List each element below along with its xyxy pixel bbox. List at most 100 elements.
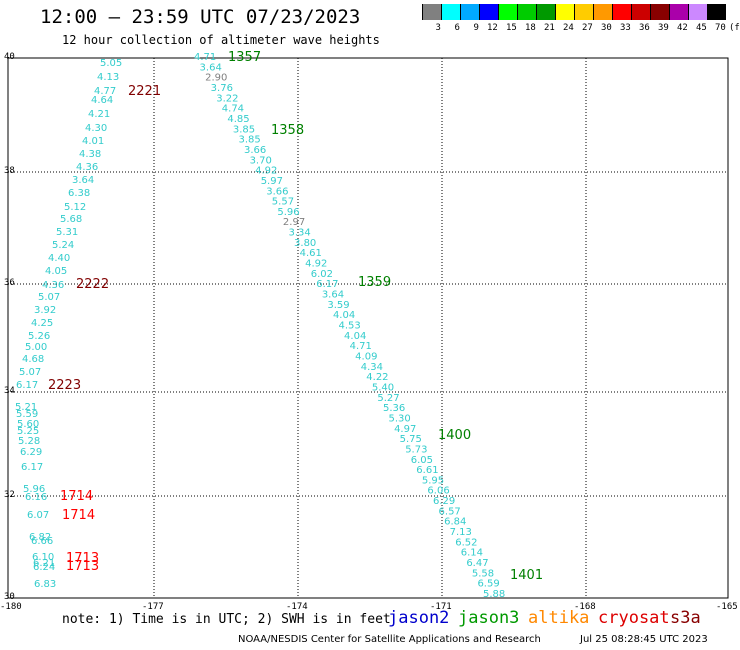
swh-label: 4.36 xyxy=(42,280,64,291)
swh-label: 4.22 xyxy=(366,372,388,383)
scale-label: 21 xyxy=(544,23,555,33)
swh-label: 5.24 xyxy=(52,240,74,251)
swh-label: 5.40 xyxy=(372,382,394,393)
swh-label: 4.01 xyxy=(82,136,104,147)
pass-time-label: 2222 xyxy=(76,277,109,292)
swh-label: 6.82 xyxy=(29,532,51,543)
scale-swatch xyxy=(498,4,517,20)
swh-label: 6.29 xyxy=(433,496,455,507)
swh-label: 3.22 xyxy=(216,93,238,104)
swh-label: 5.97 xyxy=(261,176,283,187)
pass-time-label: 2223 xyxy=(48,378,81,393)
swh-label: 6.52 xyxy=(455,537,477,548)
swh-label: 4.13 xyxy=(97,72,119,83)
scale-swatch xyxy=(555,4,574,20)
latitude-label: 32 xyxy=(4,490,15,500)
units-note: note: 1) Time is in UTC; 2) SWH is in fe… xyxy=(62,612,391,627)
longitude-label: -180 xyxy=(0,602,22,612)
lat-lon-grid xyxy=(8,58,728,598)
swh-label: 4.64 xyxy=(91,95,113,106)
scale-swatch xyxy=(688,4,707,20)
swh-label: 5.12 xyxy=(64,202,86,213)
swh-label: 5.73 xyxy=(405,444,427,455)
pass-time-label: 1714 xyxy=(62,508,95,523)
pass-time-label: 1359 xyxy=(358,275,391,290)
swh-label: 3.66 xyxy=(244,145,266,156)
swh-label: 6.47 xyxy=(466,558,488,569)
swh-label: 4.04 xyxy=(344,331,366,342)
scale-label: 18 xyxy=(525,23,536,33)
swh-label: 5.07 xyxy=(19,367,41,378)
latitude-label: 36 xyxy=(4,278,15,288)
swh-label: 4.74 xyxy=(222,104,244,115)
map-subtitle: 12 hour collection of altimeter wave hei… xyxy=(62,33,380,47)
scale-label: 15 xyxy=(506,23,517,33)
swh-label: 5.75 xyxy=(400,434,422,445)
scale-swatch xyxy=(422,4,441,20)
pass-time-label: 1357 xyxy=(228,50,261,65)
swh-label: 5.00 xyxy=(25,342,47,353)
scale-unit: (ft) xyxy=(729,23,740,33)
scale-swatch xyxy=(650,4,669,20)
scale-swatch xyxy=(536,4,555,20)
satellite-name: cryosat xyxy=(598,608,670,628)
swh-label: 3.80 xyxy=(294,238,316,249)
swh-label: 4.92 xyxy=(305,259,327,270)
swh-label: 3.34 xyxy=(288,228,310,239)
swh-label: 4.97 xyxy=(394,424,416,435)
scale-label: 36 xyxy=(639,23,650,33)
swh-label: 5.21 xyxy=(15,402,37,413)
pass-time-label: 1714 xyxy=(60,489,93,504)
swh-label: 7.13 xyxy=(450,527,472,538)
swh-label: 6.17 xyxy=(16,380,38,391)
satellite-name: jason2 xyxy=(388,608,450,628)
footer-org: NOAA/NESDIS Center for Satellite Applica… xyxy=(238,634,541,645)
swh-label: 5.58 xyxy=(472,568,494,579)
map-title: 12:00 — 23:59 UTC 07/23/2023 xyxy=(40,6,361,28)
scale-swatch xyxy=(574,4,593,20)
swh-label: 6.29 xyxy=(20,447,42,458)
swh-label: 5.31 xyxy=(56,227,78,238)
scale-label: 9 xyxy=(473,23,479,33)
swh-label: 6.17 xyxy=(21,462,43,473)
swh-label: 5.57 xyxy=(272,197,294,208)
scale-swatch xyxy=(631,4,650,20)
swh-label: 3.85 xyxy=(233,124,255,135)
swh-label: 4.34 xyxy=(361,362,383,373)
swh-label: 3.76 xyxy=(211,83,233,94)
swh-label: 2.90 xyxy=(205,73,227,84)
swh-label: 3.92 xyxy=(34,305,56,316)
scale-label: 3 xyxy=(435,23,441,33)
swh-label: 6.21 xyxy=(33,558,55,569)
swh-label: 5.05 xyxy=(100,58,122,69)
swh-label: 4.30 xyxy=(85,123,107,134)
swh-label: 6.06 xyxy=(427,486,449,497)
scale-label: 30 xyxy=(601,23,612,33)
scale-label: 70 xyxy=(715,23,726,33)
altimeter-tracks: 5.05 4.13 4.774.64 4.21 4.30 4.01 4.38 4.36 3.64… xyxy=(15,50,543,600)
swh-label: 3.64 xyxy=(72,175,94,186)
scale-swatch xyxy=(669,4,688,20)
swh-label: 5.96 xyxy=(277,207,299,218)
swh-label: 6.83 xyxy=(34,579,56,590)
pass-time-label: 1713 xyxy=(66,551,99,566)
swh-label: 6.10 xyxy=(32,552,54,563)
swh-label: 4.21 xyxy=(88,109,110,120)
latitude-label: 30 xyxy=(4,592,15,602)
swh-label: 6.17 xyxy=(316,279,338,290)
swh-label: 5.27 xyxy=(377,393,399,404)
footer-generated: Jul 25 08:28:45 UTC 2023 xyxy=(580,634,708,645)
swh-label: 4.38 xyxy=(79,149,101,160)
swh-label: 4.40 xyxy=(48,253,70,264)
swh-label: 4.09 xyxy=(355,351,377,362)
longitude-label: -165 xyxy=(716,602,738,612)
longitude-label: -177 xyxy=(142,602,164,612)
longitude-label: -168 xyxy=(574,602,596,612)
swh-label: 6.84 xyxy=(444,517,466,528)
swh-label: 5.60 xyxy=(17,419,39,430)
swh-label: 4.25 xyxy=(31,318,53,329)
longitude-label: -174 xyxy=(286,602,308,612)
latitude-label: 38 xyxy=(4,166,15,176)
swh-label: 5.26 xyxy=(28,331,50,342)
swh-label: 6.38 xyxy=(68,188,90,199)
